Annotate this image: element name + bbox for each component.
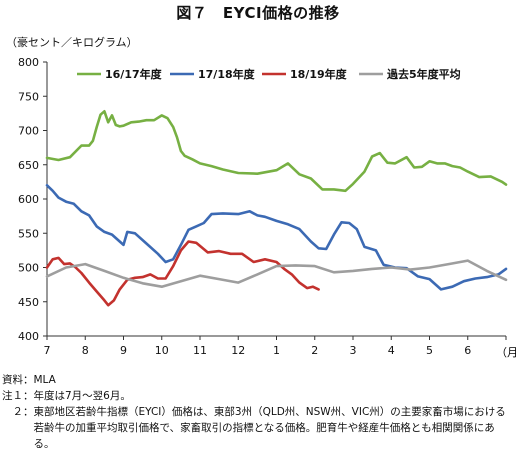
y-tick-label: 750 bbox=[18, 90, 39, 103]
y-tick-label: 400 bbox=[18, 330, 39, 343]
legend-label: 17/18年度 bbox=[198, 67, 256, 81]
x-tick-label: 1 bbox=[273, 344, 280, 357]
x-tick-label: 9 bbox=[120, 344, 127, 357]
legend-label: 過去5年度平均 bbox=[386, 67, 461, 81]
y-tick-label: 500 bbox=[18, 262, 39, 275]
x-tick-label: 7 bbox=[44, 344, 51, 357]
note-label: ２： bbox=[2, 406, 34, 418]
page-title: 図７ EYCI価格の推移 bbox=[176, 4, 340, 22]
series-line-1 bbox=[45, 184, 508, 291]
x-tick-label: 11 bbox=[193, 344, 207, 357]
x-tick-label: 2 bbox=[311, 344, 318, 357]
note-row: ２： 東部地区若齢牛指標（EYCI）価格は、東部3州（QLD州、NSW州、VIC州… bbox=[2, 404, 514, 452]
y-axis-ticks: 400 450 500 550 600 650 700 750 800 bbox=[18, 56, 47, 343]
x-tick-label: 10 bbox=[155, 344, 169, 357]
x-axis-unit-label: （月） bbox=[496, 346, 516, 359]
y-axis-unit-label: （豪セント／キログラム） bbox=[6, 36, 138, 49]
note-text: 年度は7月～翌6月。 bbox=[33, 390, 131, 402]
y-tick-label: 600 bbox=[18, 193, 39, 206]
note-text: 東部地区若齢牛指標（EYCI）価格は、東部3州（QLD州、NSW州、VIC州）の… bbox=[33, 406, 506, 450]
x-tick-label: 4 bbox=[388, 344, 395, 357]
x-tick-label: 6 bbox=[464, 344, 471, 357]
chart-series bbox=[45, 110, 508, 307]
x-tick-label: 8 bbox=[82, 344, 89, 357]
y-tick-label: 650 bbox=[18, 159, 39, 172]
x-axis-ticks: 7 8 9 10 11 12 1 2 3 4 5 6 bbox=[44, 336, 507, 357]
note-row: 注１： 年度は7月～翌6月。 bbox=[2, 388, 514, 404]
note-label: 注１： bbox=[2, 390, 34, 402]
x-tick-label: 5 bbox=[426, 344, 433, 357]
notes-section: 資料： MLA 注１： 年度は7月～翌6月。 ２： 東部地区若齢牛指標（EYCI）価格は… bbox=[2, 372, 514, 452]
legend-label: 18/19年度 bbox=[290, 67, 348, 81]
y-tick-label: 550 bbox=[18, 227, 39, 240]
x-tick-label: 3 bbox=[350, 344, 357, 357]
series-line-0 bbox=[45, 110, 508, 193]
y-tick-label: 700 bbox=[18, 125, 39, 138]
note-row: 資料： MLA bbox=[2, 372, 514, 388]
note-text: MLA bbox=[33, 374, 56, 386]
series-line-3 bbox=[45, 259, 508, 288]
note-label: 資料： bbox=[2, 374, 34, 386]
y-tick-label: 450 bbox=[18, 296, 39, 309]
chart-legend: 16/17年度 17/18年度 18/19年度 過去5年度平均 bbox=[77, 67, 461, 81]
y-tick-label: 800 bbox=[18, 56, 39, 69]
legend-label: 16/17年度 bbox=[105, 67, 163, 81]
x-tick-label: 12 bbox=[231, 344, 245, 357]
series-line-2 bbox=[45, 240, 320, 307]
